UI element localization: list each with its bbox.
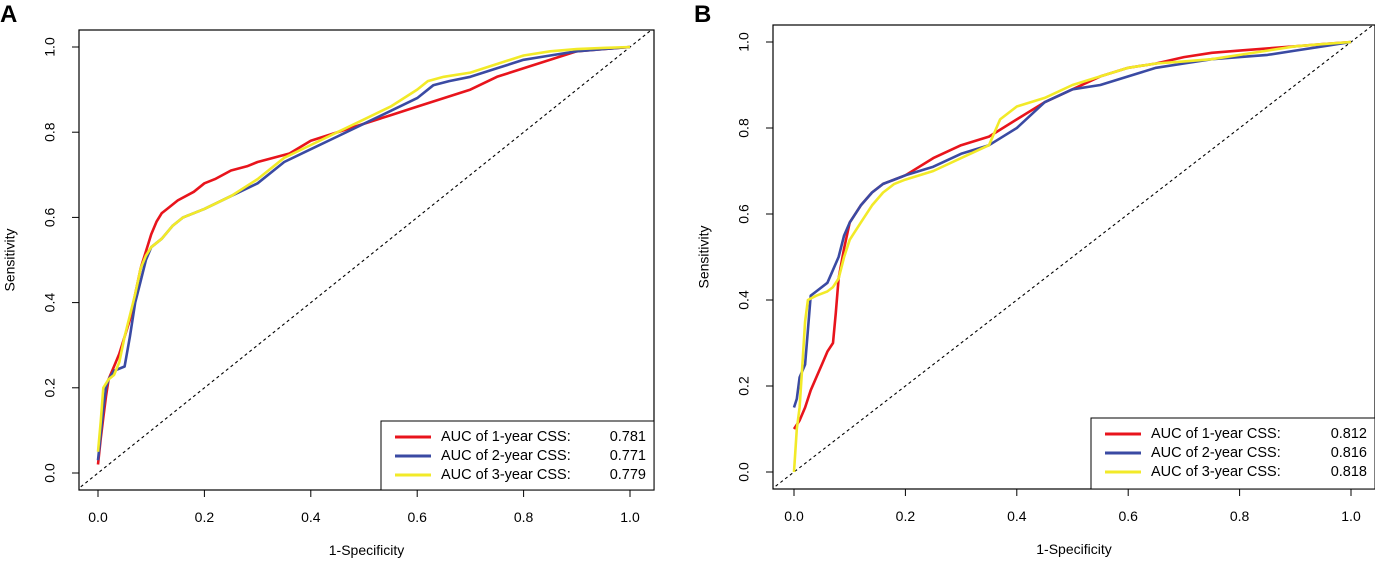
y-tick-label: 0.4 bbox=[736, 290, 752, 310]
panel-label: B bbox=[694, 1, 711, 28]
x-tick-label: 1.0 bbox=[620, 509, 640, 525]
roc-series-line-1 bbox=[792, 40, 1352, 430]
legend: AUC of 1-year CSS: 0.781 AUC of 2-year CSS… bbox=[380, 420, 655, 491]
legend-entry-label: AUC of 3-year CSS: bbox=[441, 467, 571, 483]
legend-auc-value: 0.781 bbox=[610, 429, 646, 445]
plot-frame bbox=[772, 24, 1375, 490]
x-tick-label: 0.0 bbox=[784, 508, 804, 524]
x-tick-label: 1.0 bbox=[1341, 508, 1361, 524]
x-tick-label: 0.6 bbox=[1118, 508, 1138, 524]
legend-auc-value: 0.816 bbox=[1331, 445, 1367, 461]
panel-b: B 0.0 0.2 0.4 0.6 0.8 1.0 0.0 0.2 0.4 0.6 0.8 1.0 1-S… bbox=[694, 1, 1375, 557]
y-tick-label: 0.6 bbox=[42, 207, 58, 227]
y-tick-label: 0.0 bbox=[736, 462, 752, 482]
y-tick-label: 0.8 bbox=[42, 122, 58, 142]
x-tick-label: 0.8 bbox=[514, 509, 534, 525]
x-tick-label: 0.8 bbox=[1230, 508, 1250, 524]
roc-series-line-2 bbox=[792, 40, 1352, 408]
y-tick-label: 0.0 bbox=[42, 463, 58, 483]
legend-entry-label: AUC of 2-year CSS: bbox=[441, 448, 571, 464]
x-axis-title: 1-Specificity bbox=[329, 542, 404, 558]
y-tick-label: 0.4 bbox=[42, 293, 58, 313]
legend-auc-value: 0.818 bbox=[1331, 464, 1367, 480]
y-tick-label: 0.8 bbox=[736, 118, 752, 138]
y-tick-label: 1.0 bbox=[42, 37, 58, 57]
y-tick-label: 1.0 bbox=[736, 32, 752, 52]
legend-entry-label: AUC of 1-year CSS: bbox=[441, 429, 571, 445]
y-axis-title: Sensitivity bbox=[2, 228, 18, 291]
x-tick-label: 0.0 bbox=[88, 509, 108, 525]
legend-box bbox=[1090, 417, 1375, 490]
y-axis-title: Sensitivity bbox=[696, 225, 712, 288]
x-tick-label: 0.4 bbox=[301, 509, 321, 525]
x-axis-title: 1-Specificity bbox=[1036, 541, 1111, 557]
roc-series-line-1 bbox=[96, 45, 631, 465]
panel-label: A bbox=[0, 1, 17, 28]
x-tick-label: 0.4 bbox=[1007, 508, 1027, 524]
panel-a: A 0.0 0.2 0.4 0.6 0.8 1.0 0.0 0.2 0.4 0.6 0.8 1.0 1-S… bbox=[0, 1, 655, 558]
y-tick-label: 0.2 bbox=[42, 378, 58, 398]
legend-entry-label: AUC of 1-year CSS: bbox=[1151, 426, 1281, 442]
y-tick-label: 0.2 bbox=[736, 376, 752, 396]
legend-auc-value: 0.771 bbox=[610, 448, 646, 464]
x-tick-label: 0.2 bbox=[195, 509, 215, 525]
x-tick-label: 0.2 bbox=[896, 508, 916, 524]
legend-auc-value: 0.812 bbox=[1331, 426, 1367, 442]
legend-auc-value: 0.779 bbox=[610, 467, 646, 483]
y-tick-label: 0.6 bbox=[736, 204, 752, 224]
roc-series-line-3 bbox=[96, 45, 631, 452]
legend: AUC of 1-year CSS: 0.812 AUC of 2-year CSS… bbox=[1090, 417, 1375, 490]
x-tick-label: 0.6 bbox=[407, 509, 427, 525]
roc-series-line-2 bbox=[96, 45, 631, 461]
roc-series-line-3 bbox=[792, 40, 1352, 473]
plot-frame bbox=[78, 29, 655, 491]
legend-entry-label: AUC of 2-year CSS: bbox=[1151, 445, 1281, 461]
reference-diagonal bbox=[79, 30, 653, 489]
legend-entry-label: AUC of 3-year CSS: bbox=[1151, 464, 1281, 480]
